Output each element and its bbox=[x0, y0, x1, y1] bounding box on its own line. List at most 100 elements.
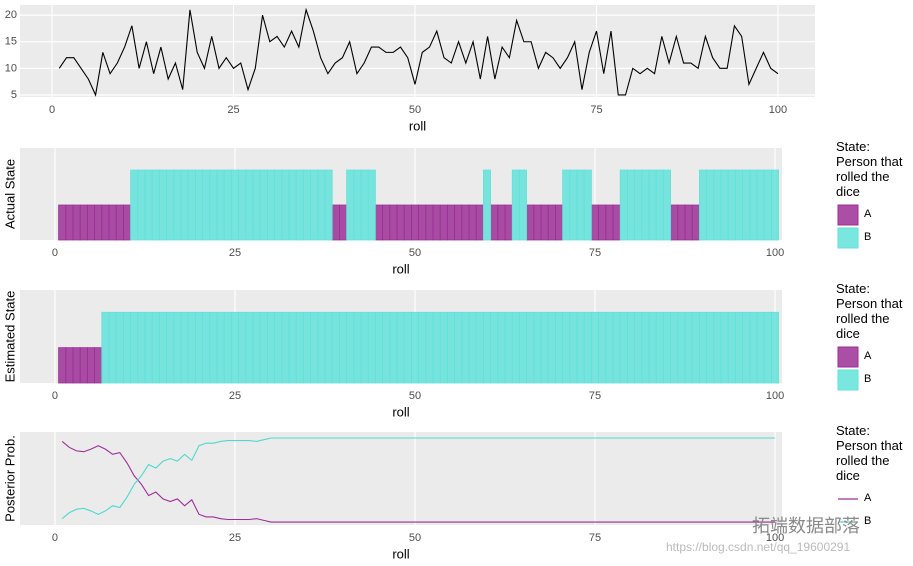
bar bbox=[158, 311, 167, 384]
bar bbox=[166, 311, 175, 384]
bar bbox=[266, 169, 276, 241]
legend-label: B bbox=[864, 231, 872, 243]
bar bbox=[108, 204, 117, 241]
bar bbox=[130, 311, 139, 384]
bar bbox=[353, 169, 362, 241]
bar bbox=[612, 311, 621, 384]
bar bbox=[684, 204, 693, 241]
x-tick-label: 0 bbox=[52, 247, 58, 259]
legend-title: State: Person that rolled the dice bbox=[836, 139, 903, 199]
bar bbox=[511, 311, 520, 384]
bar bbox=[749, 311, 758, 384]
bar bbox=[447, 311, 456, 384]
bar bbox=[151, 169, 160, 241]
bar bbox=[533, 311, 542, 384]
bar bbox=[230, 311, 239, 384]
bar bbox=[58, 347, 67, 384]
bar bbox=[101, 204, 110, 241]
bar bbox=[598, 204, 607, 241]
bar bbox=[454, 311, 463, 384]
bar bbox=[447, 204, 456, 241]
bar bbox=[691, 311, 700, 384]
bar bbox=[288, 169, 297, 241]
bar bbox=[699, 311, 708, 384]
legend-label: A bbox=[864, 492, 872, 504]
bar bbox=[619, 311, 628, 384]
bar bbox=[468, 204, 477, 241]
bar bbox=[411, 204, 420, 241]
bar bbox=[411, 311, 420, 384]
bar bbox=[216, 169, 225, 241]
bar bbox=[706, 169, 715, 241]
line bbox=[61, 441, 776, 523]
bar bbox=[583, 311, 592, 384]
bar bbox=[490, 311, 499, 384]
bar bbox=[259, 169, 268, 241]
bar bbox=[655, 169, 664, 241]
bar bbox=[432, 311, 441, 384]
bar bbox=[483, 311, 492, 384]
bar bbox=[569, 311, 578, 384]
bar bbox=[735, 311, 744, 384]
bar bbox=[331, 311, 340, 384]
x-tick-label: 50 bbox=[409, 390, 421, 402]
x-axis-title: roll bbox=[392, 404, 409, 419]
bar bbox=[367, 169, 376, 241]
bar bbox=[756, 169, 765, 241]
bar bbox=[713, 311, 722, 384]
plot-background bbox=[20, 432, 782, 525]
bar bbox=[526, 204, 535, 241]
bar bbox=[151, 311, 160, 384]
legend-label: A bbox=[864, 208, 872, 220]
bar bbox=[72, 204, 81, 241]
bar bbox=[605, 204, 614, 241]
bar bbox=[619, 169, 628, 241]
bar bbox=[504, 204, 513, 241]
plot-background bbox=[20, 5, 815, 97]
bar bbox=[310, 311, 319, 384]
bar bbox=[115, 311, 124, 384]
bar bbox=[555, 204, 564, 241]
bar bbox=[483, 169, 492, 241]
bar bbox=[209, 311, 218, 384]
bar bbox=[65, 204, 74, 241]
bar bbox=[245, 169, 254, 241]
x-tick-label: 100 bbox=[766, 247, 784, 259]
bar bbox=[324, 311, 333, 384]
bar bbox=[346, 311, 355, 384]
bar bbox=[612, 204, 621, 241]
x-tick-label: 0 bbox=[52, 532, 58, 544]
bar bbox=[382, 311, 391, 384]
bar bbox=[555, 311, 564, 384]
bar bbox=[432, 204, 441, 241]
bar bbox=[439, 204, 448, 241]
bar bbox=[101, 311, 110, 384]
bar bbox=[771, 169, 780, 241]
bar bbox=[576, 311, 585, 384]
bar bbox=[238, 311, 247, 384]
bar bbox=[180, 169, 189, 241]
x-axis-title: roll bbox=[409, 118, 426, 133]
bar bbox=[562, 169, 571, 241]
bar bbox=[396, 311, 405, 384]
bar bbox=[490, 204, 499, 241]
bar bbox=[144, 169, 153, 241]
bar bbox=[634, 311, 643, 384]
bar bbox=[519, 311, 528, 384]
bar bbox=[425, 204, 434, 241]
bar bbox=[223, 311, 232, 384]
bar bbox=[742, 169, 751, 241]
bar bbox=[699, 169, 708, 241]
bar bbox=[389, 311, 398, 384]
bar bbox=[202, 169, 211, 241]
bar bbox=[655, 311, 664, 384]
bar bbox=[173, 311, 182, 384]
bar bbox=[223, 169, 232, 241]
bar bbox=[303, 311, 312, 384]
legend-label: B bbox=[864, 373, 872, 385]
legend-key bbox=[837, 204, 859, 226]
bar bbox=[122, 204, 131, 241]
bar bbox=[519, 169, 528, 241]
bar bbox=[605, 311, 614, 384]
